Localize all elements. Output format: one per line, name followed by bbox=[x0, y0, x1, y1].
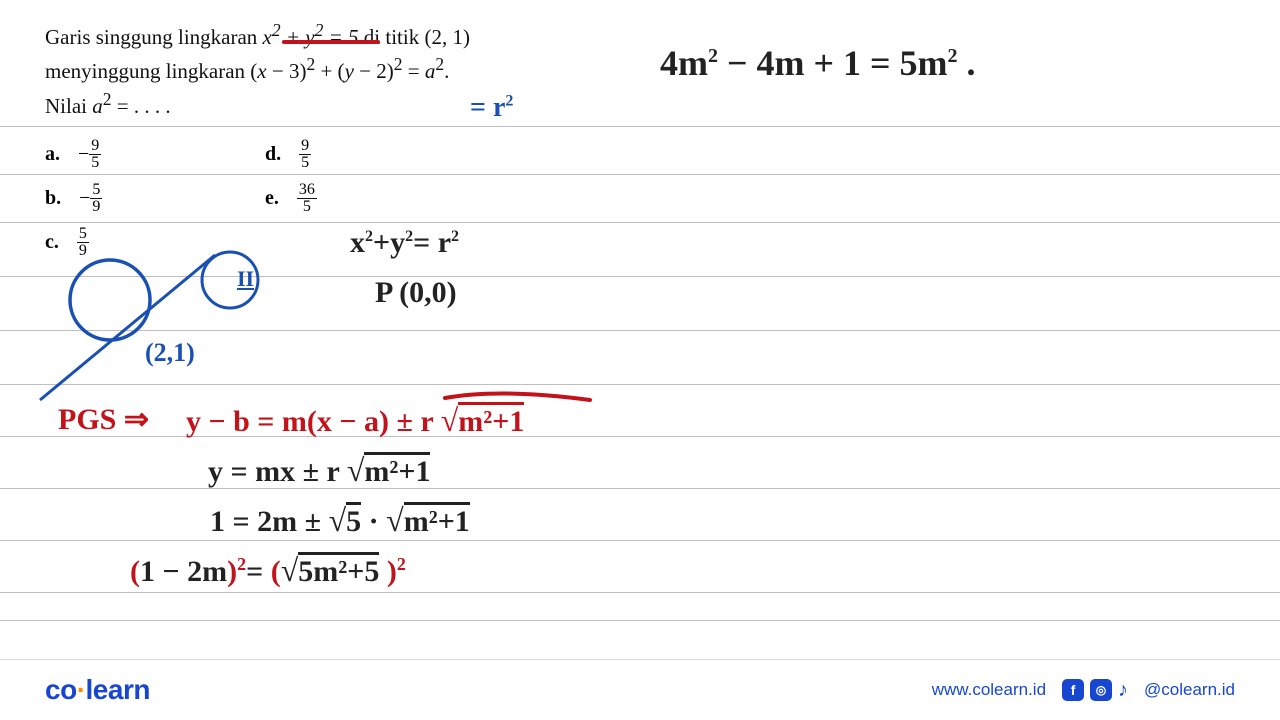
option-c: c. 59 bbox=[45, 226, 265, 259]
annotation-y-line: y = mx ± r √m²+1 bbox=[208, 452, 430, 489]
option-frac: 59 bbox=[77, 226, 89, 259]
option-row-2: b. − 59 e. 365 bbox=[45, 176, 405, 220]
problem-line1-eq: x2 + y2 = 5 bbox=[263, 25, 359, 49]
social-icons: f ◎ ♪ bbox=[1062, 679, 1128, 702]
annotation-r2: = r2 bbox=[470, 92, 513, 124]
option-b: b. − 59 bbox=[45, 182, 265, 215]
facebook-icon: f bbox=[1062, 679, 1084, 701]
option-neg: − bbox=[79, 187, 90, 210]
footer-right: www.colearn.id f ◎ ♪ @colearn.id bbox=[932, 679, 1235, 702]
annotation-roman2: II bbox=[237, 266, 254, 292]
option-d: d. 95 bbox=[265, 138, 405, 171]
footer-url: www.colearn.id bbox=[932, 680, 1046, 700]
option-letter: a. bbox=[45, 143, 60, 166]
option-e: e. 365 bbox=[265, 182, 405, 215]
annotation-topright: 4m2 − 4m + 1 = 5m2 . bbox=[660, 42, 976, 84]
annotation-p00: P (0,0) bbox=[375, 276, 457, 310]
annotation-pgs: PGS ⇒ bbox=[58, 402, 149, 437]
problem-line1-post: di titik (2, 1) bbox=[359, 25, 470, 49]
annotation-1-line: 1 = 2m ± √5 · √m²+1 bbox=[210, 502, 470, 539]
option-letter: b. bbox=[45, 187, 61, 210]
option-frac: 59 bbox=[90, 182, 102, 215]
logo-dot: · bbox=[77, 674, 86, 705]
annotation-point21: (2,1) bbox=[145, 338, 195, 368]
logo-part-a: co bbox=[45, 674, 77, 705]
option-neg: − bbox=[78, 143, 89, 166]
problem-line3: Nilai a2 = . . . . bbox=[45, 94, 171, 118]
problem-line1-pre: Garis singgung lingkaran bbox=[45, 25, 263, 49]
logo-part-b: learn bbox=[86, 674, 150, 705]
option-letter: e. bbox=[265, 187, 279, 210]
instagram-icon: ◎ bbox=[1090, 679, 1112, 701]
annotation-xyr2: x2+y2= r2 bbox=[350, 226, 459, 260]
option-row-1: a. − 95 d. 95 bbox=[45, 132, 405, 176]
brand-logo: co·learn bbox=[45, 674, 150, 706]
red-underline bbox=[282, 40, 380, 44]
tiktok-icon: ♪ bbox=[1118, 679, 1128, 702]
option-frac: 95 bbox=[299, 138, 311, 171]
problem-line2: menyinggung lingkaran (x − 3)2 + (y − 2)… bbox=[45, 59, 449, 83]
option-letter: c. bbox=[45, 231, 59, 254]
footer-handle: @colearn.id bbox=[1144, 680, 1235, 700]
option-frac: 365 bbox=[297, 182, 317, 215]
footer: co·learn www.colearn.id f ◎ ♪ @colearn.i… bbox=[0, 660, 1280, 720]
annotation-sq-line: (1 − 2m)2= (√5m²+5 )2 bbox=[130, 552, 406, 589]
option-a: a. − 95 bbox=[45, 138, 265, 171]
annotation-pgs-body: y − b = m(x − a) ± r √m²+1 bbox=[186, 402, 524, 439]
option-frac: 95 bbox=[89, 138, 101, 171]
option-letter: d. bbox=[265, 143, 281, 166]
